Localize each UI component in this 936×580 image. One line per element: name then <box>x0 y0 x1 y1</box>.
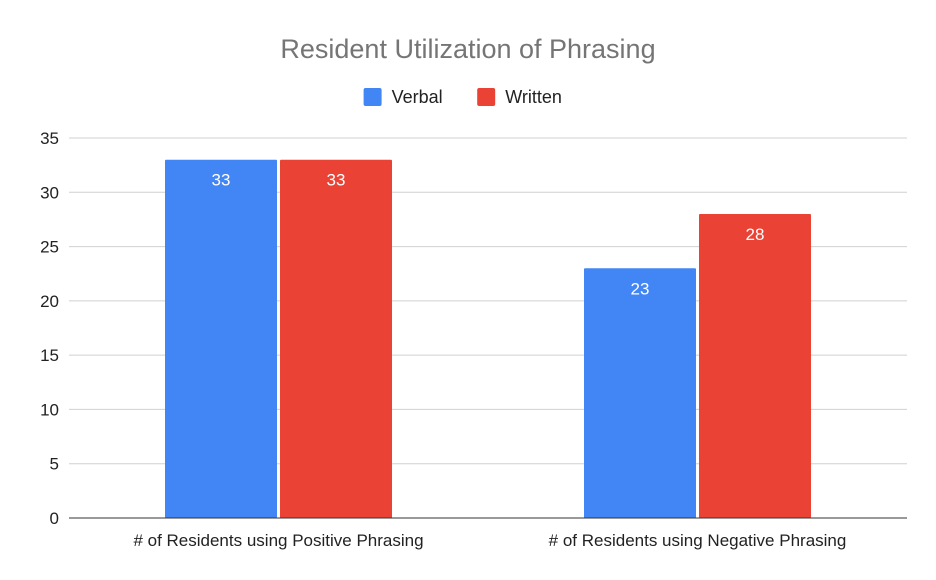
data-label-written-1: 33 <box>327 171 346 190</box>
y-tick-label: 20 <box>40 292 59 311</box>
legend-swatch-written <box>477 88 496 106</box>
legend-swatch-verbal <box>363 88 382 106</box>
y-tick-label: 10 <box>40 400 59 419</box>
bar-written-1 <box>280 159 392 518</box>
data-label-verbal-1: 33 <box>212 171 231 190</box>
bar-verbal-2 <box>584 268 696 518</box>
y-axis-ticks: 0 5 10 15 20 25 30 35 <box>40 129 59 528</box>
bar-written-2 <box>699 214 811 518</box>
y-tick-label: 15 <box>40 346 59 365</box>
legend-label-written: Written <box>505 87 562 107</box>
y-tick-label: 25 <box>40 238 59 257</box>
bars <box>165 159 811 518</box>
y-tick-label: 35 <box>40 129 59 148</box>
category-label-1: # of Residents using Positive Phrasing <box>133 531 423 550</box>
legend: Verbal Written <box>363 87 562 107</box>
bar-verbal-1 <box>165 159 277 518</box>
legend-label-verbal: Verbal <box>392 87 443 107</box>
y-tick-label: 5 <box>50 455 59 474</box>
data-labels: 33 33 23 28 <box>212 171 765 299</box>
y-tick-label: 30 <box>40 183 59 202</box>
data-label-written-2: 28 <box>746 225 765 244</box>
category-label-2: # of Residents using Negative Phrasing <box>549 531 847 550</box>
category-labels: # of Residents using Positive Phrasing # … <box>133 531 846 550</box>
y-tick-label: 0 <box>50 509 59 528</box>
chart-title: Resident Utilization of Phrasing <box>280 34 655 64</box>
data-label-verbal-2: 23 <box>631 279 650 298</box>
